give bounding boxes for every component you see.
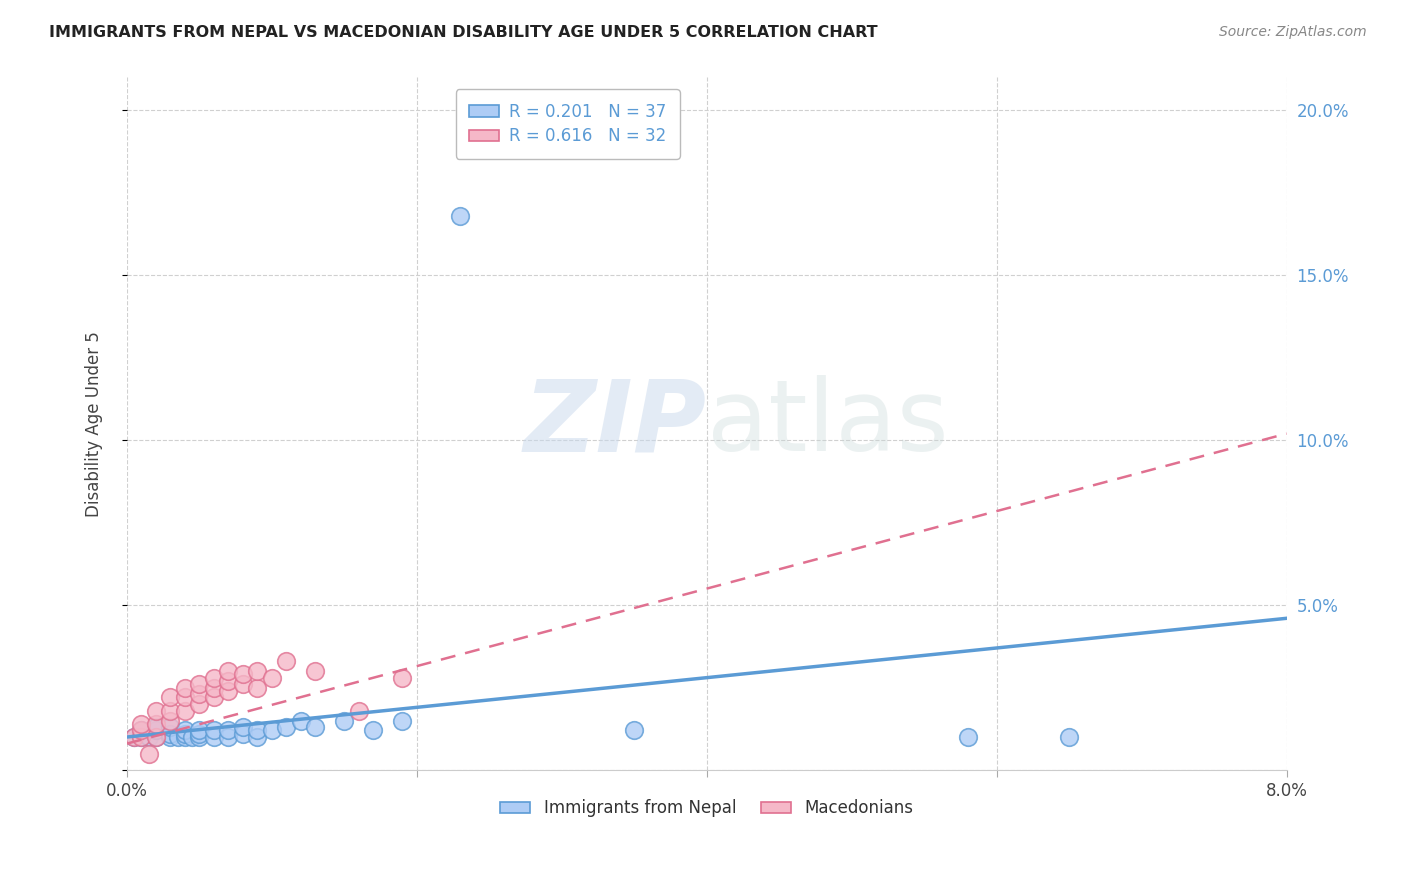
Point bbox=[246, 723, 269, 738]
Point bbox=[188, 723, 211, 738]
Point bbox=[202, 671, 225, 685]
Point bbox=[159, 730, 181, 744]
Point bbox=[246, 664, 269, 678]
Point bbox=[1057, 730, 1080, 744]
Point bbox=[122, 730, 145, 744]
Point bbox=[188, 677, 211, 691]
Point bbox=[202, 681, 225, 695]
Point bbox=[347, 704, 370, 718]
Point bbox=[122, 730, 145, 744]
Text: Source: ZipAtlas.com: Source: ZipAtlas.com bbox=[1219, 25, 1367, 39]
Point bbox=[138, 730, 160, 744]
Point bbox=[159, 720, 181, 734]
Point bbox=[159, 690, 181, 705]
Point bbox=[166, 730, 188, 744]
Point bbox=[276, 654, 298, 668]
Point bbox=[181, 730, 204, 744]
Point bbox=[174, 727, 197, 741]
Point bbox=[131, 730, 153, 744]
Point bbox=[956, 730, 979, 744]
Text: IMMIGRANTS FROM NEPAL VS MACEDONIAN DISABILITY AGE UNDER 5 CORRELATION CHART: IMMIGRANTS FROM NEPAL VS MACEDONIAN DISA… bbox=[49, 25, 877, 40]
Point bbox=[145, 723, 167, 738]
Point bbox=[391, 714, 413, 728]
Point bbox=[260, 671, 283, 685]
Point bbox=[145, 720, 167, 734]
Point bbox=[202, 730, 225, 744]
Point bbox=[333, 714, 356, 728]
Point bbox=[159, 727, 181, 741]
Point bbox=[188, 697, 211, 711]
Point bbox=[217, 730, 239, 744]
Text: atlas: atlas bbox=[707, 376, 949, 472]
Legend: Immigrants from Nepal, Macedonians: Immigrants from Nepal, Macedonians bbox=[494, 793, 920, 824]
Point bbox=[246, 681, 269, 695]
Point bbox=[174, 723, 197, 738]
Point bbox=[159, 704, 181, 718]
Point bbox=[232, 677, 254, 691]
Point bbox=[131, 730, 153, 744]
Point bbox=[202, 723, 225, 738]
Point bbox=[217, 664, 239, 678]
Point bbox=[188, 727, 211, 741]
Point bbox=[131, 716, 153, 731]
Point bbox=[131, 723, 153, 738]
Point bbox=[304, 720, 326, 734]
Point bbox=[217, 723, 239, 738]
Point bbox=[304, 664, 326, 678]
Point bbox=[159, 714, 181, 728]
Point bbox=[174, 704, 197, 718]
Point bbox=[276, 720, 298, 734]
Point bbox=[131, 723, 153, 738]
Y-axis label: Disability Age Under 5: Disability Age Under 5 bbox=[86, 331, 103, 516]
Point bbox=[174, 690, 197, 705]
Point bbox=[363, 723, 385, 738]
Point bbox=[174, 730, 197, 744]
Point bbox=[188, 730, 211, 744]
Point bbox=[145, 704, 167, 718]
Point bbox=[202, 690, 225, 705]
Point bbox=[290, 714, 312, 728]
Point bbox=[260, 723, 283, 738]
Point bbox=[232, 720, 254, 734]
Point bbox=[217, 673, 239, 688]
Text: ZIP: ZIP bbox=[524, 376, 707, 472]
Point bbox=[232, 727, 254, 741]
Point bbox=[232, 667, 254, 681]
Point bbox=[449, 209, 471, 223]
Point bbox=[138, 747, 160, 761]
Point bbox=[623, 723, 645, 738]
Point bbox=[145, 716, 167, 731]
Point bbox=[246, 730, 269, 744]
Point bbox=[145, 730, 167, 744]
Point bbox=[188, 687, 211, 701]
Point bbox=[391, 671, 413, 685]
Point bbox=[145, 730, 167, 744]
Point bbox=[217, 683, 239, 698]
Point bbox=[174, 681, 197, 695]
